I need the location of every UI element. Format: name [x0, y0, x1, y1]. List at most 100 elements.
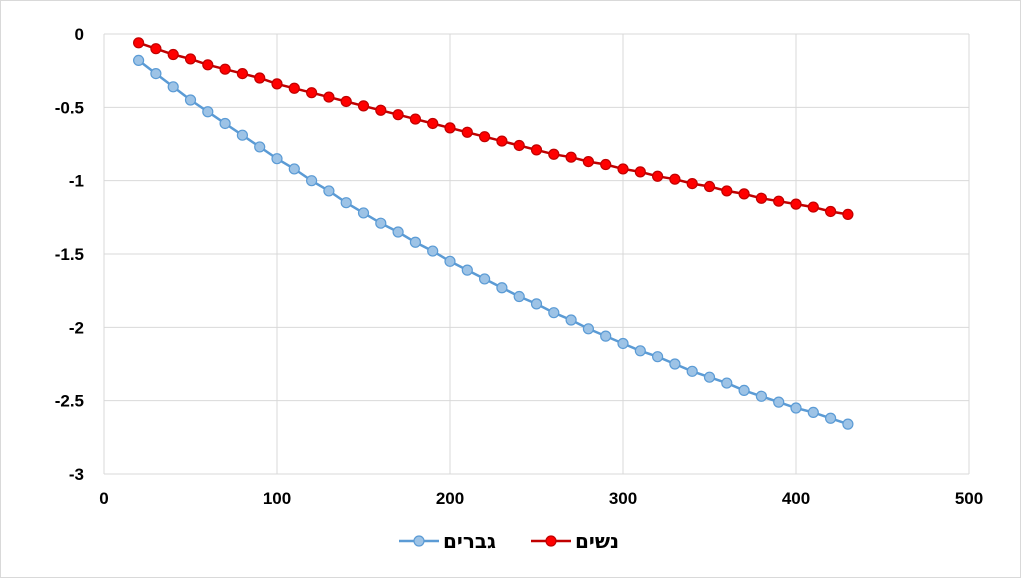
data-point-series-0 [427, 245, 439, 257]
data-point-series-0 [323, 185, 335, 197]
data-point-series-1 [306, 87, 318, 99]
x-tick-label: 200 [436, 489, 464, 508]
data-point-series-1 [548, 148, 560, 160]
data-point-series-0 [548, 307, 560, 319]
data-point-series-0 [842, 418, 854, 430]
data-point-series-0 [479, 273, 491, 285]
data-point-series-0 [703, 371, 716, 383]
data-point-series-0 [721, 377, 733, 389]
data-point-series-1 [150, 43, 162, 55]
data-point-series-1 [167, 48, 179, 61]
y-tick-label: 0 [75, 25, 84, 44]
data-point-series-1 [479, 131, 491, 143]
legend-label-1: נשים [575, 529, 619, 553]
data-point-series-1 [340, 95, 352, 108]
data-point-series-0 [288, 163, 300, 175]
y-tick-label: -3 [69, 465, 84, 484]
data-point-series-1 [582, 156, 595, 168]
legend-marker-0 [413, 535, 425, 547]
data-point-series-0 [219, 117, 231, 130]
legend-label-0: גברים [443, 529, 496, 553]
data-point-series-0 [461, 264, 473, 276]
x-tick-label: 400 [782, 489, 810, 508]
data-point-series-0 [824, 412, 837, 424]
data-point-series-0 [133, 54, 145, 67]
data-point-series-0 [306, 175, 318, 187]
data-point-series-0 [444, 255, 456, 267]
data-point-series-1 [184, 53, 197, 65]
data-point-series-1 [444, 122, 456, 134]
y-tick-label: -1.5 [55, 245, 84, 264]
data-point-series-0 [254, 141, 266, 153]
series-line-0 [137, 59, 849, 426]
data-point-series-0 [565, 314, 577, 326]
data-point-series-0 [202, 106, 214, 118]
data-point-series-1 [617, 163, 629, 175]
data-point-series-0 [167, 81, 179, 93]
data-point-series-0 [773, 396, 785, 408]
data-point-series-1 [738, 188, 750, 200]
data-point-series-1 [427, 117, 439, 130]
data-point-series-1 [409, 113, 421, 125]
data-point-series-1 [323, 91, 335, 103]
data-point-series-1 [565, 151, 577, 163]
y-tick-label: -1 [69, 172, 84, 191]
data-point-series-0 [807, 406, 819, 418]
data-point-series-0 [150, 67, 162, 80]
x-tick-label: 500 [955, 489, 983, 508]
data-point-series-1 [375, 104, 387, 116]
data-point-series-0 [409, 236, 421, 248]
data-point-series-0 [513, 290, 525, 303]
data-point-series-1 [807, 201, 819, 213]
data-point-series-0 [755, 390, 768, 402]
data-point-series-0 [600, 330, 612, 342]
data-point-series-0 [496, 282, 508, 294]
data-point-series-0 [634, 345, 646, 357]
data-point-series-1 [634, 166, 646, 178]
data-point-series-1 [842, 208, 854, 220]
data-point-series-1 [703, 180, 716, 193]
data-point-series-0 [357, 207, 370, 219]
data-point-series-1 [461, 126, 473, 138]
data-point-series-1 [392, 109, 404, 121]
data-point-series-0 [651, 351, 664, 363]
data-point-series-1 [755, 192, 768, 204]
data-point-series-1 [133, 37, 145, 49]
series-plot [133, 37, 854, 430]
data-point-series-0 [530, 298, 543, 310]
data-point-series-1 [651, 170, 664, 182]
data-point-series-0 [375, 217, 387, 229]
data-point-series-1 [773, 195, 785, 207]
data-point-series-1 [513, 139, 525, 152]
y-tick-label: -0.5 [55, 98, 84, 117]
data-point-series-1 [530, 144, 543, 156]
gridlines [103, 33, 970, 475]
legend-marker-1 [545, 535, 557, 547]
data-point-series-0 [686, 365, 698, 377]
axes: 0 100 200 300 400 500 0 -0.5 -1 -1.5 -2 -2.5 -3 [55, 25, 983, 508]
data-point-series-1 [824, 205, 837, 218]
legend: גברים נשים [399, 529, 619, 553]
data-point-series-0 [790, 402, 802, 414]
data-point-series-1 [271, 78, 283, 90]
data-point-series-1 [496, 135, 508, 147]
data-point-series-1 [288, 82, 300, 94]
y-tick-label: -2.5 [55, 392, 84, 411]
data-point-series-0 [236, 129, 248, 141]
x-tick-label: 0 [99, 489, 108, 508]
x-tick-label: 300 [609, 489, 637, 508]
data-point-series-1 [219, 63, 231, 75]
data-point-series-1 [721, 185, 733, 197]
data-point-series-0 [340, 197, 352, 209]
series-line-1 [138, 41, 849, 216]
x-tick-label: 100 [263, 489, 291, 508]
data-point-series-0 [738, 384, 750, 396]
data-point-series-0 [271, 153, 283, 165]
data-point-series-1 [202, 59, 214, 71]
data-point-series-0 [184, 94, 197, 106]
data-point-series-0 [392, 226, 404, 238]
y-tick-label: -2 [69, 318, 84, 337]
data-point-series-1 [686, 178, 698, 190]
